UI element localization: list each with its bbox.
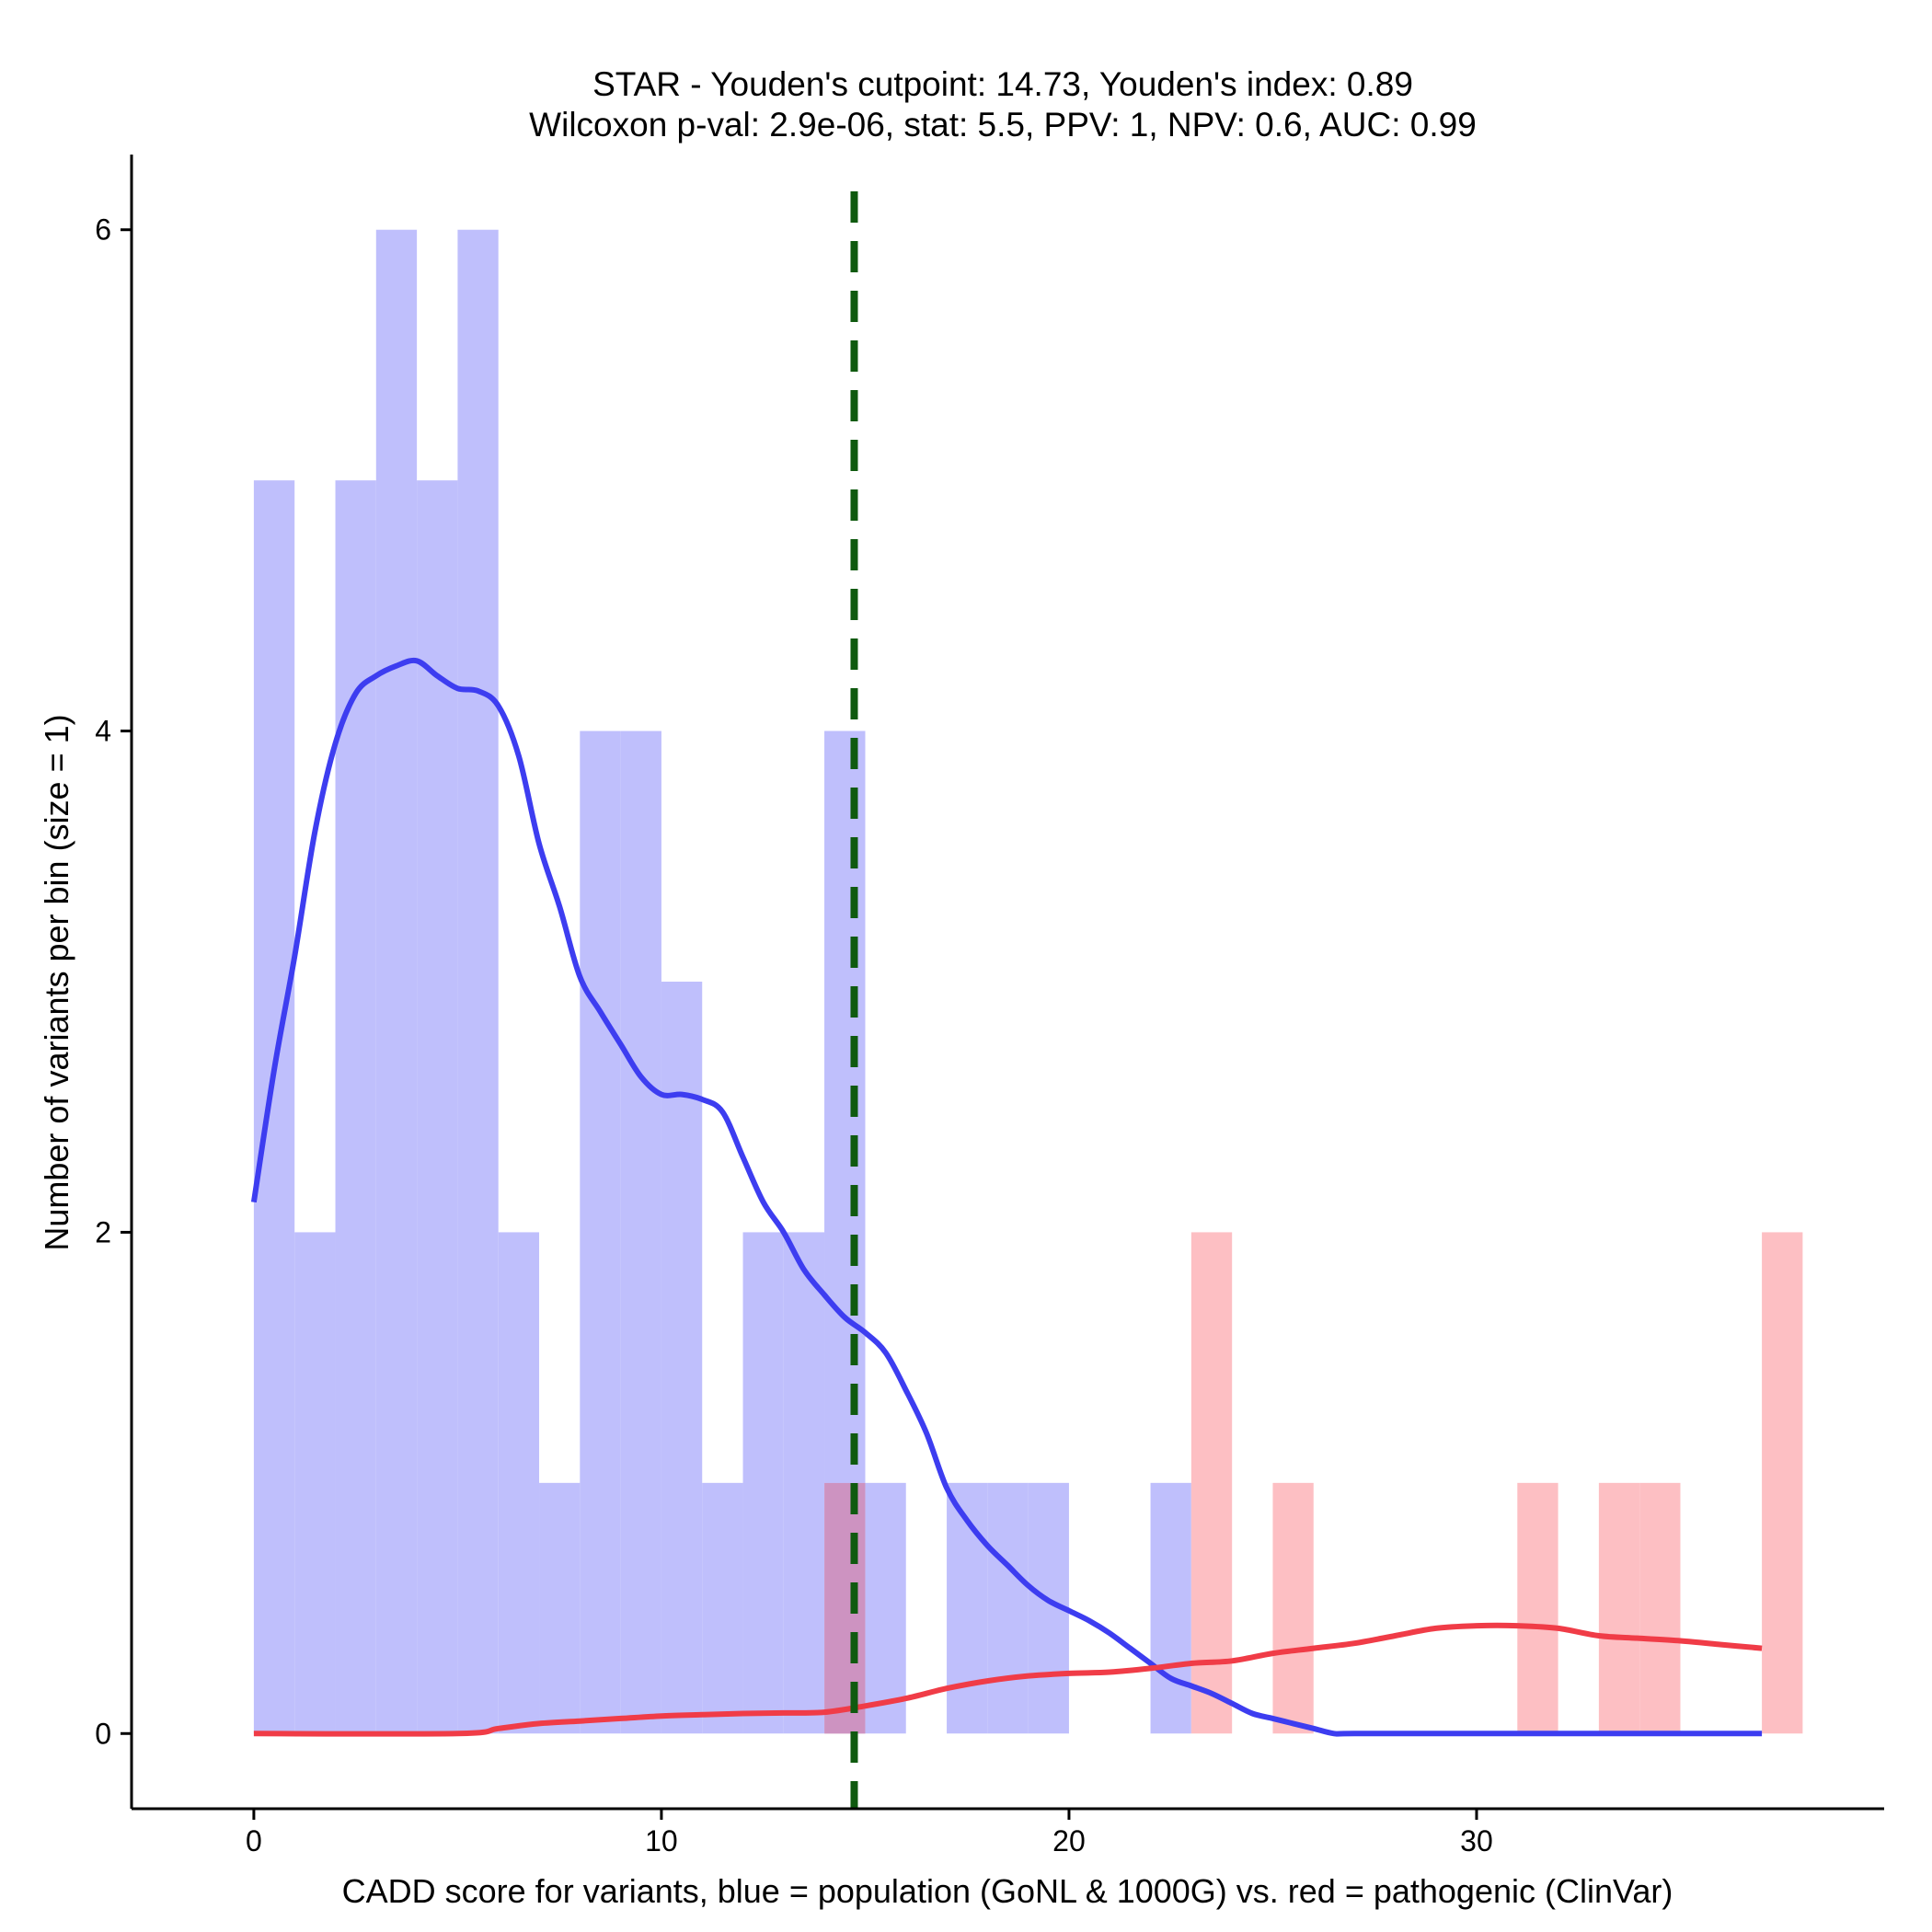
histogram-bars bbox=[253, 229, 1803, 1734]
population-bar bbox=[702, 1482, 743, 1734]
population-bar bbox=[253, 480, 295, 1734]
chart-title-line-2: Wilcoxon p-val: 2.9e-06, stat: 5.5, PPV:… bbox=[529, 106, 1477, 144]
population-bar bbox=[742, 1232, 784, 1734]
density-lines bbox=[250, 657, 1763, 1737]
population-bar bbox=[987, 1482, 1029, 1734]
x-axis-ticks: 0 10 20 30 bbox=[246, 1809, 1493, 1857]
x-tick-label: 10 bbox=[645, 1824, 678, 1857]
y-tick-label: 2 bbox=[95, 1215, 111, 1248]
population-bar bbox=[294, 1232, 336, 1734]
pathogenic-bar bbox=[1272, 1482, 1314, 1734]
population-bar bbox=[539, 1482, 581, 1734]
population-density-line bbox=[250, 657, 1763, 1737]
y-tick-label: 6 bbox=[95, 213, 111, 247]
pathogenic-bar bbox=[1762, 1232, 1803, 1734]
population-bar bbox=[417, 480, 458, 1734]
y-axis-ticks: 0 2 4 6 bbox=[95, 213, 132, 1750]
y-tick-label: 0 bbox=[95, 1717, 111, 1750]
x-axis-label: CADD score for variants, blue = populati… bbox=[342, 1872, 1673, 1910]
population-bar-upper bbox=[824, 730, 866, 1483]
y-axis-label: Number of variants per bin (size = 1) bbox=[38, 714, 75, 1250]
x-tick-label: 0 bbox=[246, 1824, 262, 1857]
population-bar bbox=[783, 1232, 825, 1734]
pathogenic-density-line bbox=[253, 1622, 1763, 1737]
population-bar bbox=[620, 730, 661, 1734]
x-tick-label: 30 bbox=[1460, 1824, 1493, 1857]
population-bar bbox=[335, 480, 376, 1734]
chart-title-line-1: STAR - Youden's cutpoint: 14.73, Youden'… bbox=[592, 65, 1413, 103]
pathogenic-bar bbox=[1639, 1482, 1681, 1734]
population-bar bbox=[375, 229, 418, 1734]
y-tick-label: 4 bbox=[95, 715, 111, 748]
population-bar bbox=[1150, 1482, 1191, 1734]
population-bar bbox=[580, 730, 621, 1734]
overlap-bar bbox=[824, 1482, 866, 1734]
pathogenic-bar bbox=[1190, 1232, 1233, 1734]
pathogenic-bar bbox=[1517, 1482, 1558, 1734]
population-bar bbox=[865, 1482, 906, 1734]
pathogenic-bar bbox=[1598, 1482, 1640, 1734]
population-bar bbox=[498, 1232, 540, 1734]
population-bar bbox=[661, 982, 703, 1734]
population-bar bbox=[457, 229, 499, 1734]
x-tick-label: 20 bbox=[1052, 1824, 1086, 1857]
